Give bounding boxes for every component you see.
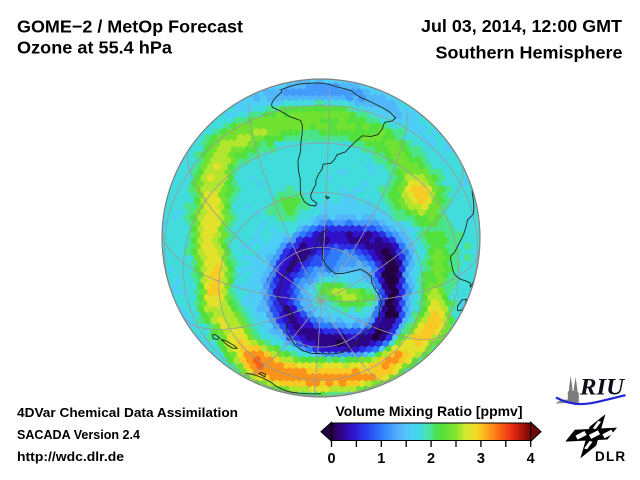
svg-text:SACADA Version 2.4: SACADA Version 2.4 [17, 427, 141, 442]
svg-text:Jul 03, 2014, 12:00 GMT: Jul 03, 2014, 12:00 GMT [421, 16, 622, 36]
svg-text:Volume Mixing Ratio [ppmv]: Volume Mixing Ratio [ppmv] [336, 403, 523, 419]
svg-text:Ozone at 55.4 hPa: Ozone at 55.4 hPa [17, 38, 172, 58]
svg-text:3: 3 [477, 451, 485, 467]
svg-text:RIU: RIU [579, 375, 626, 400]
svg-text:4: 4 [527, 451, 535, 467]
svg-text:2: 2 [427, 451, 435, 467]
svg-text:http://wdc.dlr.de: http://wdc.dlr.de [17, 449, 124, 464]
svg-text:Southern Hemisphere: Southern Hemisphere [436, 43, 623, 63]
svg-text:GOME−2 / MetOp Forecast: GOME−2 / MetOp Forecast [17, 17, 243, 37]
svg-text:DLR: DLR [595, 449, 626, 464]
svg-text:0: 0 [327, 451, 335, 467]
svg-text:1: 1 [377, 451, 385, 467]
svg-text:4DVar Chemical Data Assimilati: 4DVar Chemical Data Assimilation [17, 405, 238, 420]
